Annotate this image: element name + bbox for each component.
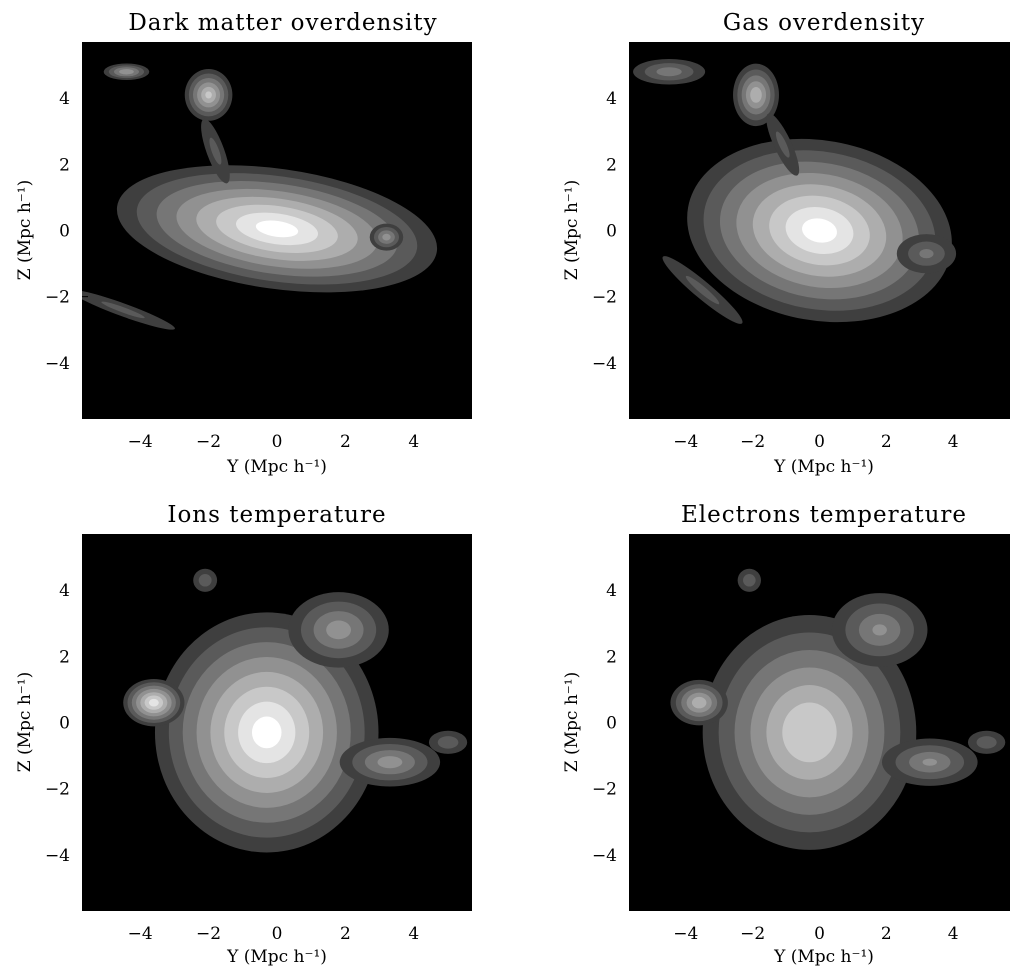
contour-level: [437, 736, 459, 749]
contour-level: [251, 716, 282, 749]
panel-dark-matter: Dark matter overdensity −4 −2 0 2 4 420−2−4 …: [15, 10, 472, 477]
y-tick-label: 4: [606, 89, 617, 109]
x-tick-label: −2: [196, 432, 221, 452]
panel-gas: Gas overdensity −4 −2 0 2 4 4 2 0 −2 −4 Y (Mpc h…: [562, 10, 1010, 477]
contour-level: [782, 702, 837, 763]
x-tick-label: 4: [948, 432, 959, 452]
x-tick-label: 0: [272, 432, 283, 452]
contour-level: [691, 696, 707, 709]
x-tick-label: −4: [673, 924, 698, 944]
x-tick-label: 4: [408, 924, 419, 944]
y-tick-label: 2: [59, 155, 70, 175]
y-ticks: 4 2 0 −2 −4: [592, 89, 635, 374]
density-contours: [633, 59, 957, 324]
x-axis-label: Y (Mpc h⁻¹): [773, 457, 874, 477]
y-tick-label: 4: [606, 581, 617, 601]
contour-level: [922, 758, 938, 766]
y-tick-label: −2: [592, 288, 617, 308]
contour-level: [382, 233, 391, 241]
y-axis-label: Z (Mpc h⁻¹): [15, 672, 35, 772]
y-tick-label: −2: [592, 780, 617, 800]
x-axis-label: Y (Mpc h⁻¹): [226, 947, 327, 967]
x-ticks: −4 −2 0 2 4: [128, 905, 419, 944]
y-tick-label: 0: [606, 714, 617, 734]
x-tick-label: −4: [128, 924, 153, 944]
panel-electrons-temperature: Electrons temperature −4 −2 0 2 4 4 2 0 −2 −4 Y …: [562, 502, 1010, 967]
x-tick-label: −4: [673, 432, 698, 452]
contour-level: [872, 624, 887, 636]
x-axis-label: Y (Mpc h⁻¹): [226, 457, 327, 477]
contour-level: [801, 218, 838, 243]
y-tick-label: −4: [45, 354, 70, 374]
panel-title: Gas overdensity: [723, 10, 925, 36]
temperature-contours: [670, 568, 1006, 850]
x-tick-label: −2: [740, 432, 765, 452]
y-axis-label: Z (Mpc h⁻¹): [562, 180, 582, 280]
contour-level: [743, 574, 756, 587]
y-axis-label: Z (Mpc h⁻¹): [562, 672, 582, 772]
x-tick-label: 2: [340, 924, 351, 944]
y-tick-label: −4: [592, 846, 617, 866]
x-tick-label: 4: [948, 924, 959, 944]
panel-title: Ions temperature: [167, 502, 386, 528]
contour-level: [205, 91, 212, 99]
y-tick-label: 0: [606, 222, 617, 242]
contour-level: [101, 301, 145, 319]
contour-level: [209, 137, 222, 165]
x-tick-label: 0: [814, 924, 825, 944]
contour-level: [326, 620, 352, 640]
contour-level: [919, 248, 934, 259]
contour-level: [119, 69, 134, 75]
panel-title: Electrons temperature: [681, 502, 967, 528]
contour-level: [198, 574, 212, 587]
panel-ions-temperature: Ions temperature −4 −2 0 2 4 4 2 0 −2 −4 Y (Mpc …: [15, 502, 472, 967]
contour-level: [976, 736, 997, 749]
contour-level: [255, 220, 299, 238]
y-ticks: 4 2 0 −2 −4: [45, 89, 88, 374]
x-tick-label: 2: [881, 924, 892, 944]
y-tick-label: −2: [45, 780, 70, 800]
x-tick-label: −2: [740, 924, 765, 944]
y-tick-label: −2: [45, 288, 70, 308]
contour-level: [656, 67, 682, 77]
contour-level: [750, 87, 762, 103]
y-tick-label: 0: [59, 714, 70, 734]
y-ticks: 4 2 0 −2 −4: [592, 581, 635, 866]
y-tick-label: −4: [45, 846, 70, 866]
x-ticks: −4 −2 0 2 4: [128, 413, 419, 452]
y-axis-label: Z (Mpc h⁻¹): [15, 180, 35, 280]
temperature-contours: [123, 568, 468, 853]
x-ticks: −4 −2 0 2 4: [673, 413, 959, 452]
contour-level: [377, 756, 403, 769]
x-tick-label: 0: [272, 924, 283, 944]
y-tick-label: 2: [606, 155, 617, 175]
x-tick-label: 0: [814, 432, 825, 452]
x-tick-label: 2: [881, 432, 892, 452]
y-ticks: 4 2 0 −2 −4: [45, 581, 88, 866]
y-tick-label: 4: [59, 89, 70, 109]
contour-level: [685, 275, 720, 305]
y-tick-label: −4: [592, 354, 617, 374]
x-tick-label: −2: [196, 924, 221, 944]
contour-level: [148, 698, 159, 707]
contour-level: [775, 131, 790, 158]
y-tick-label: 4: [59, 581, 70, 601]
panel-title: Dark matter overdensity: [128, 10, 437, 36]
x-ticks: −4 −2 0 2 4: [673, 905, 959, 944]
x-tick-label: 4: [408, 432, 419, 452]
x-tick-label: 2: [340, 432, 351, 452]
density-contours: [82, 63, 438, 330]
y-tick-label: 0: [59, 222, 70, 242]
x-tick-label: −4: [128, 432, 153, 452]
x-axis-label: Y (Mpc h⁻¹): [773, 947, 874, 967]
y-tick-label: 2: [59, 647, 70, 667]
y-tick-label: 2: [606, 647, 617, 667]
